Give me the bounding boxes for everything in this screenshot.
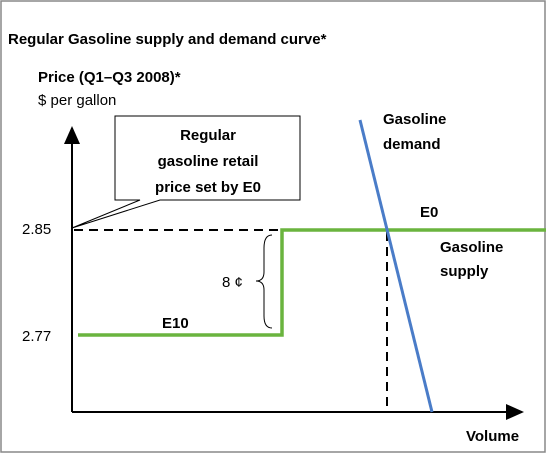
brace bbox=[255, 234, 273, 329]
supply-curve bbox=[78, 228, 546, 337]
supply-label: Gasoline bbox=[440, 239, 503, 256]
callout-box bbox=[71, 115, 301, 229]
callout-text: Regular bbox=[180, 127, 236, 144]
e10-label: E10 bbox=[162, 315, 189, 332]
y-tick-label: 2.85 bbox=[22, 221, 51, 238]
callout-text: price set by E0 bbox=[155, 179, 261, 196]
demand-label: demand bbox=[383, 136, 441, 153]
x-axis-label: Volume bbox=[466, 428, 519, 445]
e0-label: E0 bbox=[420, 204, 438, 221]
demand-curve bbox=[358, 119, 434, 413]
gap-label: 8 ¢ bbox=[222, 274, 243, 291]
title: Regular Gasoline supply and demand curve… bbox=[8, 31, 327, 48]
supply-label: supply bbox=[440, 263, 489, 280]
y-tick-label: 2.77 bbox=[22, 328, 51, 345]
callout-text: gasoline retail bbox=[158, 153, 259, 170]
y-axis-unit: $ per gallon bbox=[38, 92, 116, 109]
demand-label: Gasoline bbox=[383, 111, 446, 128]
y-axis-label: Price (Q1–Q3 2008)* bbox=[38, 69, 181, 86]
